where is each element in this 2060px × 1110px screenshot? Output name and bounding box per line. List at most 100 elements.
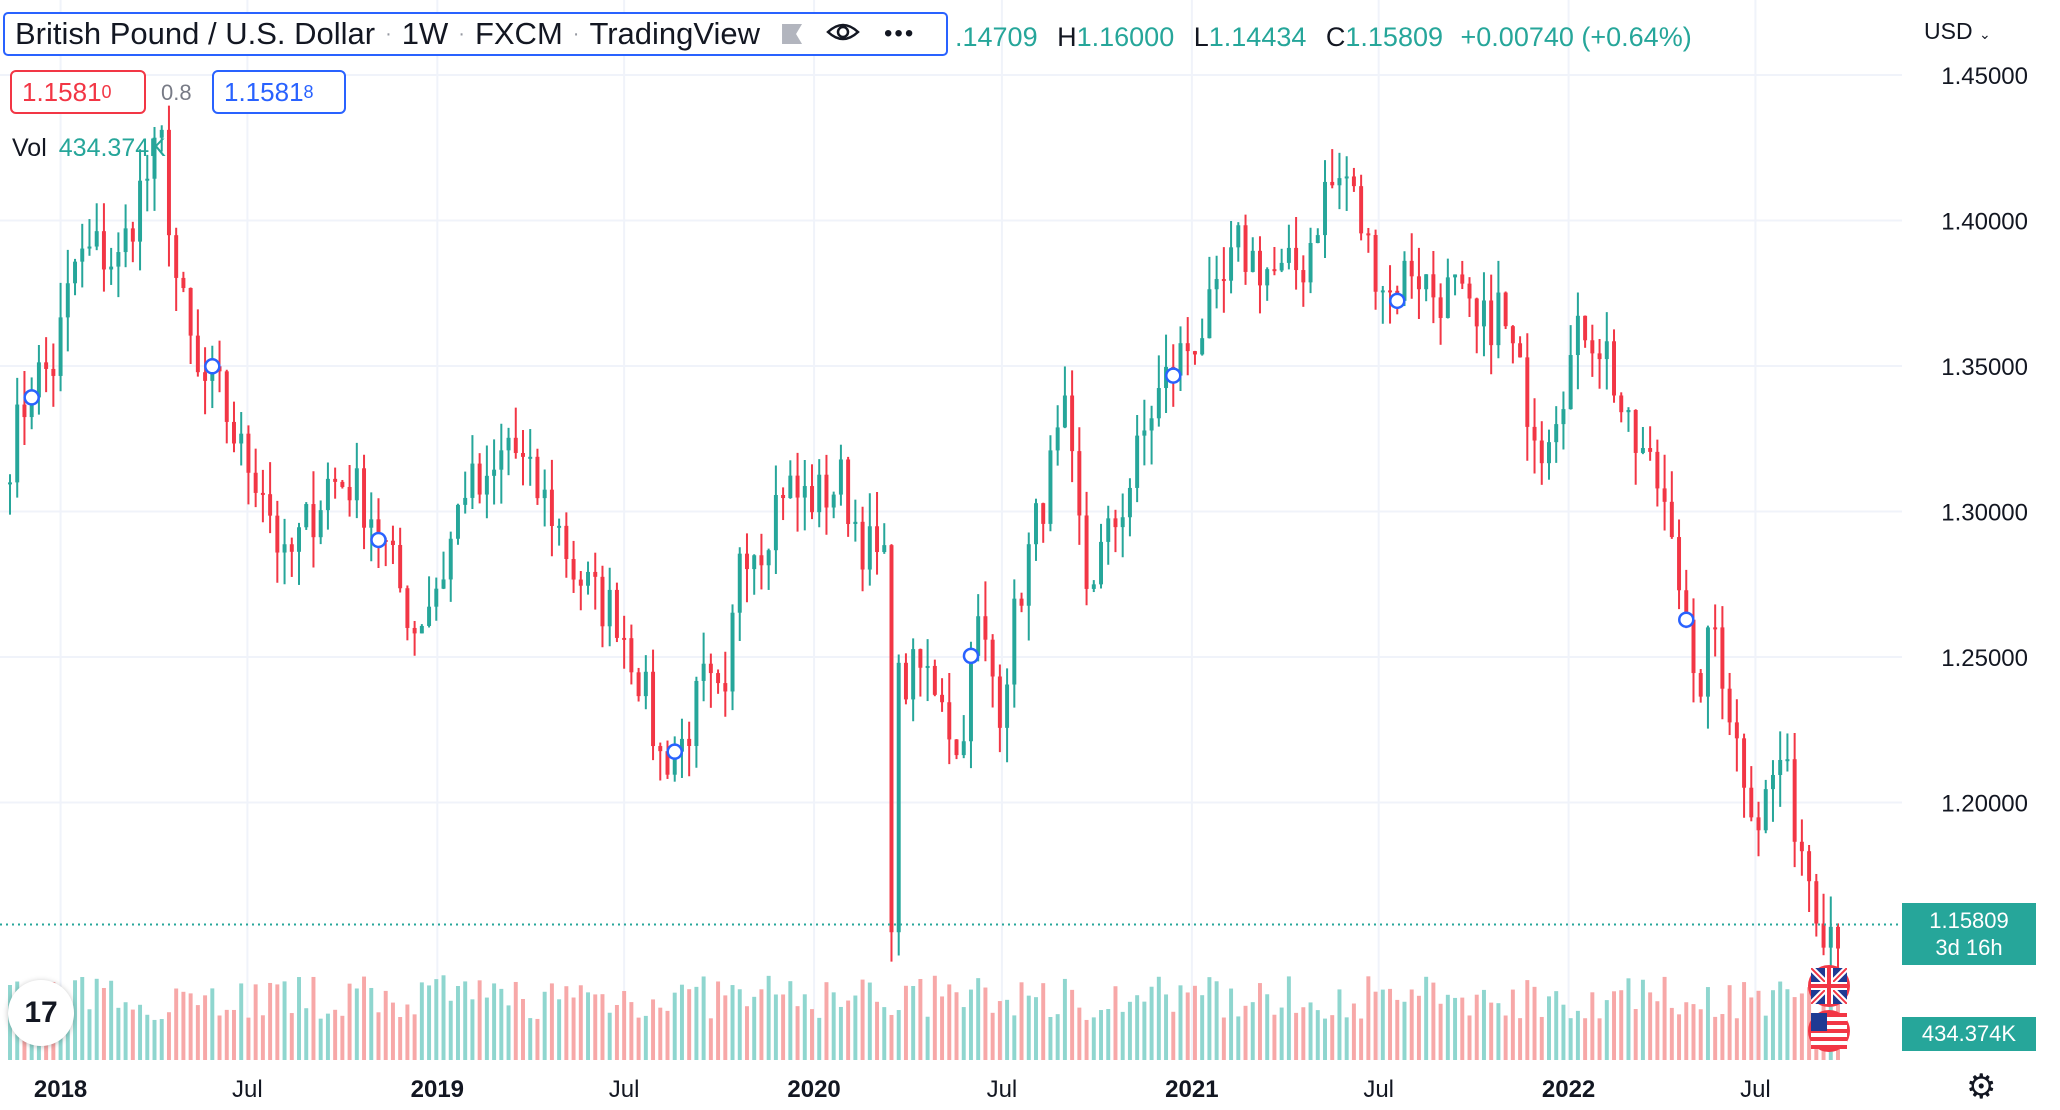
more-options-icon[interactable]: •••: [884, 20, 916, 47]
volume-bar: [1019, 982, 1024, 1060]
candle-body: [1453, 274, 1458, 278]
candle-body: [1106, 518, 1111, 542]
candle-body: [405, 588, 410, 628]
low-value: 1.14434: [1208, 22, 1307, 52]
candle-body: [542, 489, 547, 499]
candle-body: [788, 475, 793, 499]
candle-body: [1236, 225, 1241, 248]
candle-body: [860, 521, 865, 570]
interval-label[interactable]: 1W: [401, 16, 449, 51]
volume-bars: [8, 975, 1840, 1060]
candle-body: [1677, 537, 1682, 591]
volume-bar: [1713, 1016, 1718, 1060]
volume-bar: [1236, 1016, 1241, 1060]
candle-body: [1438, 297, 1443, 318]
price-tick-label: 1.30000: [1941, 500, 2028, 527]
candle-body: [1135, 435, 1140, 488]
volume-bar: [405, 1004, 410, 1060]
candle-body: [260, 492, 265, 495]
candle-body: [499, 450, 504, 470]
volume-bar: [1785, 989, 1790, 1060]
currency-selector[interactable]: USD ⌄: [1924, 18, 1991, 45]
us-flag-icon[interactable]: [1808, 1010, 1850, 1052]
candle-body: [15, 404, 20, 483]
candle-body: [448, 538, 453, 580]
price-tick-label: 1.45000: [1941, 63, 2028, 90]
volume-bar: [419, 982, 424, 1060]
volume-bar: [1192, 985, 1197, 1060]
volume-bar: [752, 996, 757, 1060]
symbol-title: British Pound / U.S. Dollar: [15, 16, 376, 51]
candle-body: [1048, 450, 1053, 524]
price-tick-label: 1.20000: [1941, 791, 2028, 818]
tradingview-logo-icon[interactable]: 17: [8, 980, 74, 1046]
candle-body: [1785, 759, 1790, 762]
volume-bar: [1062, 978, 1067, 1060]
volume-bar: [1518, 1018, 1523, 1060]
candle-body: [528, 456, 533, 459]
candle-body: [1221, 279, 1226, 282]
candle-body: [166, 129, 171, 236]
candle-body: [282, 544, 287, 553]
volume-bar: [1503, 1015, 1508, 1060]
buy-button[interactable]: 1.1581 8: [212, 70, 346, 114]
volume-bar: [94, 978, 99, 1060]
candle-body: [1756, 817, 1761, 831]
volume-bar: [448, 1000, 453, 1060]
volume-bar: [1344, 1017, 1349, 1060]
candle-body: [983, 616, 988, 640]
volume-bar: [781, 994, 786, 1060]
volume-bar: [1575, 1010, 1580, 1060]
candle-body: [470, 463, 475, 498]
candle-body: [1250, 250, 1255, 272]
volume-bar: [1330, 1015, 1335, 1060]
candle-body: [1330, 181, 1335, 186]
candle-body: [347, 486, 352, 501]
volume-bar: [347, 983, 352, 1060]
candle-body: [1489, 300, 1494, 346]
candle-body: [1496, 292, 1501, 346]
candle-body: [1640, 448, 1645, 453]
volume-value: 434.374K: [58, 134, 166, 162]
candle-body: [1351, 176, 1356, 187]
volume-bar: [1547, 996, 1551, 1060]
time-tick-label: Jul: [987, 1076, 1018, 1103]
candle-body: [1734, 722, 1739, 739]
candle-body: [1626, 410, 1631, 413]
volume-bar: [564, 986, 569, 1060]
volume-bar: [549, 983, 554, 1060]
candle-body: [773, 494, 778, 551]
candle-body: [1359, 186, 1364, 234]
candle-body: [968, 655, 973, 742]
candle-body: [1272, 269, 1277, 272]
volume-bar: [1323, 1018, 1327, 1060]
eye-icon[interactable]: [826, 16, 860, 52]
symbol-header[interactable]: British Pound / U.S. Dollar · 1W · FXCM …: [3, 12, 948, 56]
candle-body: [586, 571, 591, 586]
volume-bar: [1034, 997, 1038, 1060]
volume-bar: [737, 989, 742, 1060]
volume-bar: [398, 1017, 403, 1060]
volume-legend[interactable]: Vol 434.374K: [12, 134, 166, 163]
volume-bar: [1525, 980, 1530, 1060]
candle-body: [340, 481, 345, 487]
volume-bar: [687, 989, 692, 1060]
volume-bar: [1395, 999, 1400, 1060]
dividend-marker: [1389, 292, 1406, 310]
sell-button[interactable]: 1.1581 0: [10, 70, 146, 114]
volume-bar: [853, 995, 858, 1060]
volume-bar: [174, 988, 179, 1060]
candle-body: [1402, 260, 1407, 301]
candle-body: [593, 571, 598, 577]
separator-dot: ·: [458, 22, 465, 45]
time-tick-label: 2020: [787, 1076, 840, 1103]
time-tick-label: Jul: [1740, 1076, 1771, 1103]
volume-bar: [1257, 983, 1262, 1060]
uk-flag-icon[interactable]: [1808, 965, 1850, 1007]
gear-icon[interactable]: ⚙: [1966, 1068, 1997, 1106]
volume-bar: [260, 1015, 265, 1060]
low-label: L: [1193, 22, 1209, 52]
volume-bar: [838, 1006, 843, 1060]
flag-icon[interactable]: [782, 24, 803, 44]
